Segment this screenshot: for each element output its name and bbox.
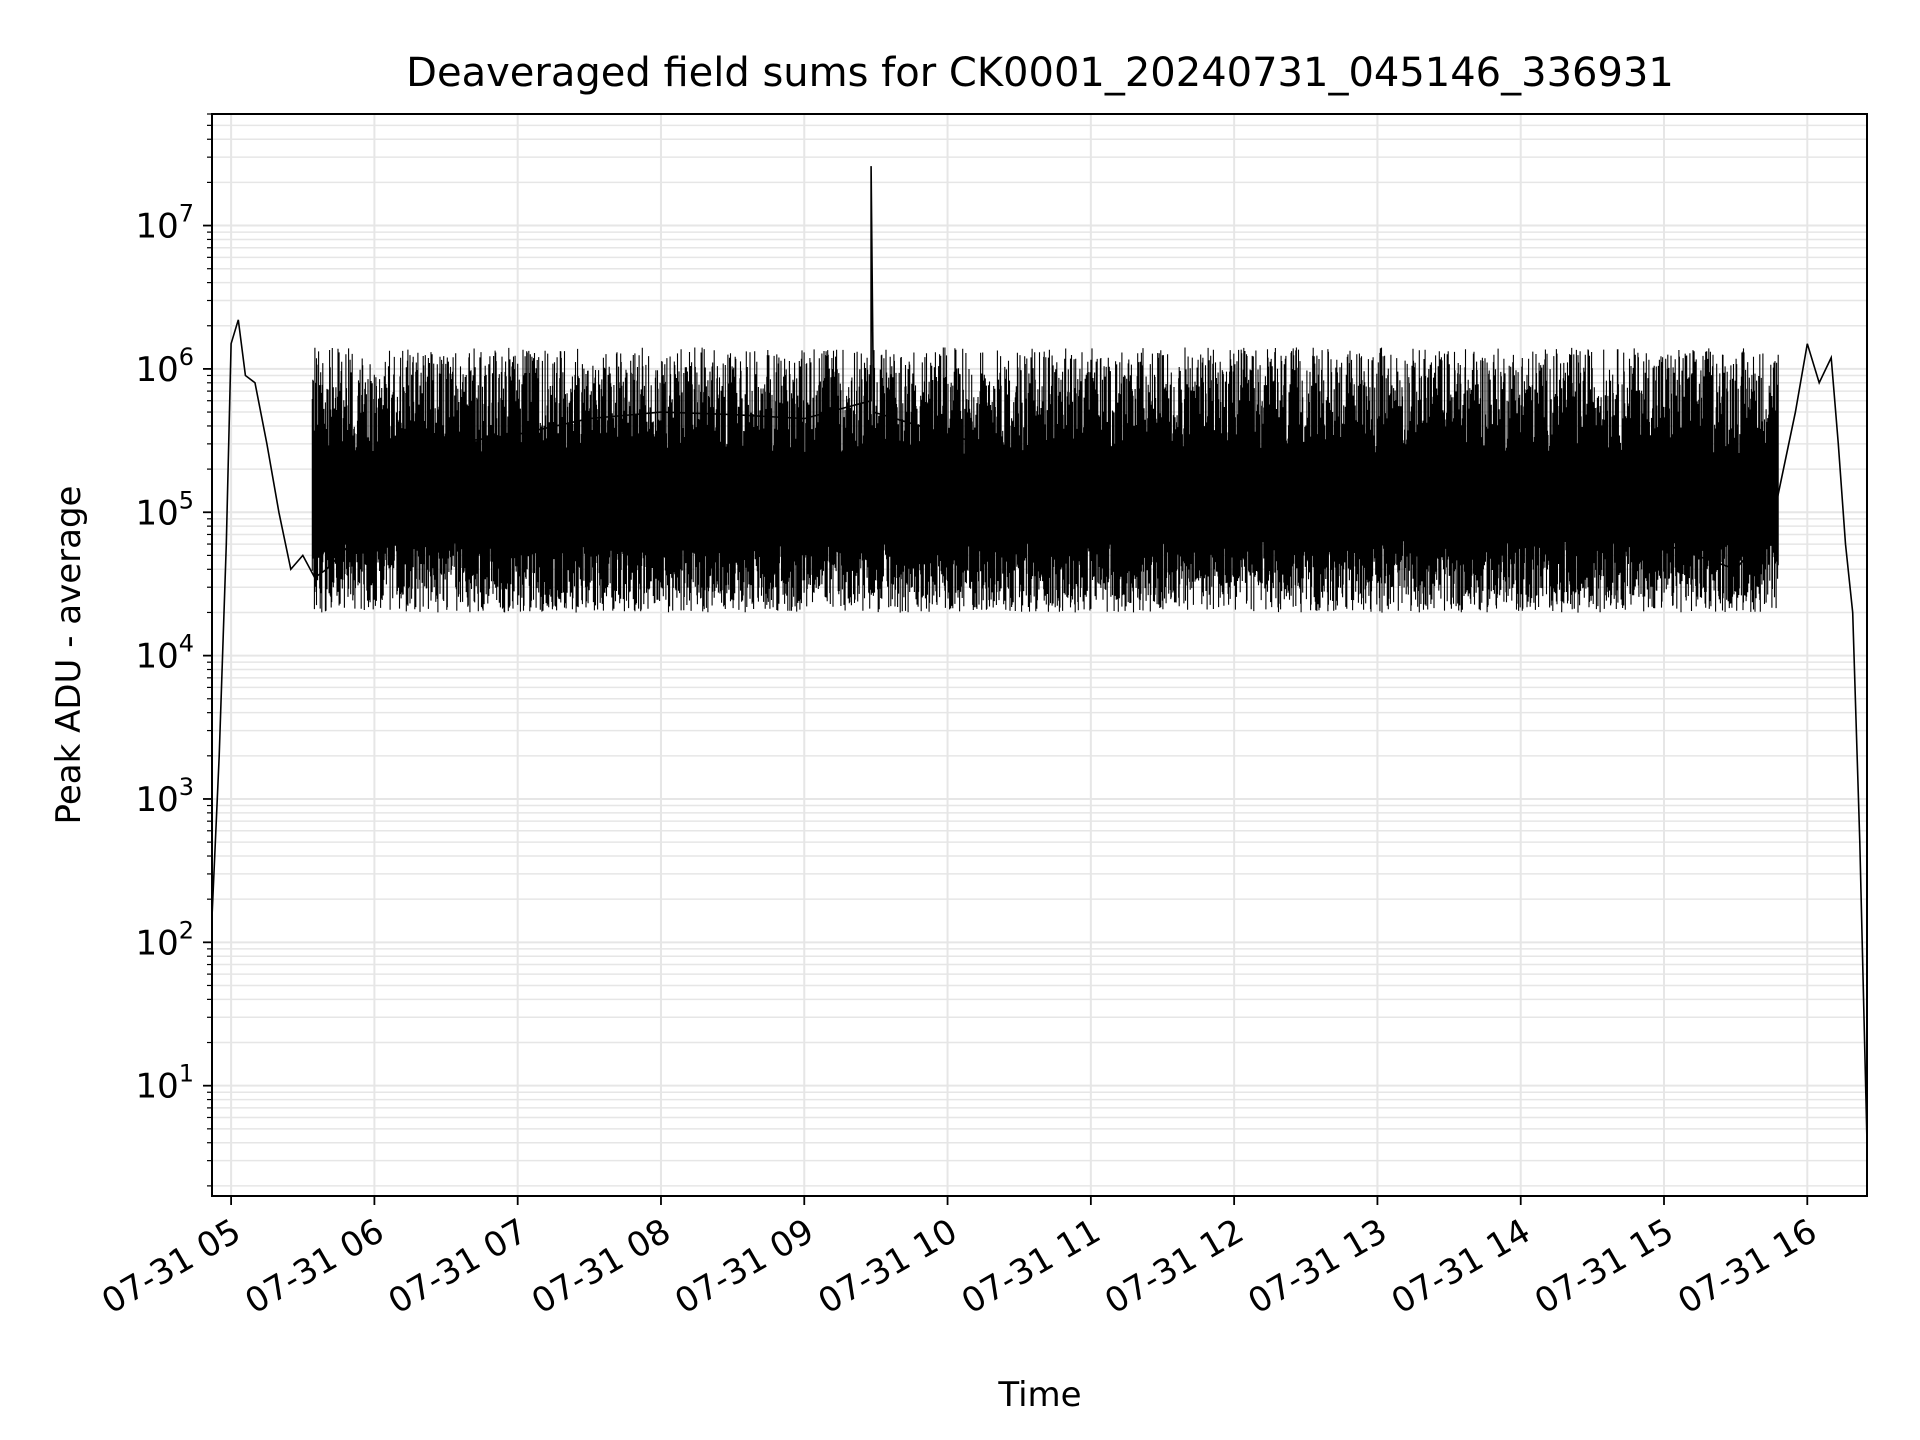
y-tick-label: 104 — [135, 630, 194, 677]
y-tick-label: 103 — [135, 773, 194, 820]
data-noise-band — [311, 347, 1779, 613]
y-tick-label-base: 10 — [135, 637, 178, 677]
data-series — [211, 166, 1868, 1143]
y-tick-label-exponent: 1 — [179, 1060, 194, 1088]
y-tick-label: 102 — [135, 916, 194, 963]
noise-trace — [311, 347, 1779, 613]
y-tick-label: 105 — [135, 486, 194, 533]
y-tick-label-exponent: 2 — [179, 916, 194, 944]
y-tick-label-base: 10 — [135, 923, 178, 963]
y-axis-label: Peak ADU - average — [49, 486, 89, 825]
y-tick-label-exponent: 6 — [179, 343, 194, 371]
x-axis-label: Time — [997, 1375, 1081, 1415]
y-tick-label-base: 10 — [135, 780, 178, 820]
y-tick-label-exponent: 5 — [179, 486, 194, 514]
y-tick-label-base: 10 — [135, 1067, 178, 1107]
y-tick-label-exponent: 4 — [179, 630, 194, 658]
y-tick-label: 101 — [135, 1060, 194, 1107]
y-tick-label-exponent: 3 — [179, 773, 194, 801]
y-tick-label-base: 10 — [135, 350, 178, 390]
y-tick-label: 107 — [135, 200, 194, 247]
chart-title: Deaveraged field sums for CK0001_2024073… — [406, 50, 1674, 96]
y-tick-label-base: 10 — [135, 493, 178, 533]
y-tick-label-base: 10 — [135, 207, 178, 247]
major-gridlines — [212, 114, 1867, 1196]
y-tick-label-exponent: 7 — [179, 200, 194, 228]
series-line — [211, 166, 1868, 1143]
y-tick-label: 106 — [135, 343, 194, 390]
